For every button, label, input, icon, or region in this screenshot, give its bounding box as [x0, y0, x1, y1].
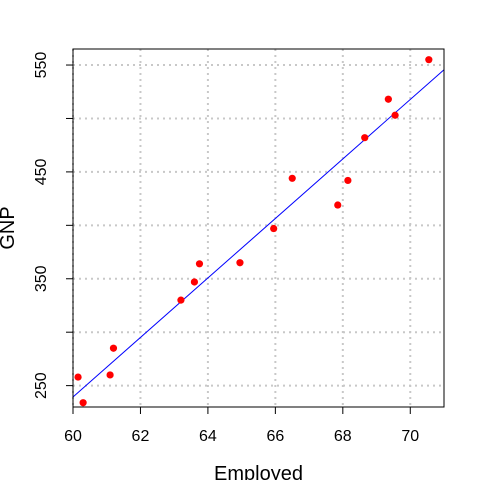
- x-axis-title: Employed: [214, 463, 303, 480]
- data-point: [236, 259, 244, 267]
- y-tick-label: 350: [33, 265, 50, 292]
- data-point: [425, 56, 433, 64]
- data-point: [334, 201, 342, 209]
- x-tick-label: 66: [266, 428, 284, 445]
- x-axis: 60 62 64 66 68 70: [64, 407, 419, 445]
- x-tick-label: 60: [64, 428, 82, 445]
- data-point: [109, 344, 118, 352]
- data-point: [74, 373, 82, 381]
- y-axis-title: GNP: [0, 206, 19, 249]
- data-point: [195, 260, 204, 268]
- regression-line: [72, 69, 445, 398]
- data-point: [190, 278, 199, 286]
- data-point: [344, 176, 352, 185]
- y-tick-label: 450: [33, 158, 50, 185]
- data-point: [361, 134, 369, 142]
- y-tick-label: 550: [33, 52, 50, 79]
- data-point: [288, 174, 296, 182]
- data-point: [79, 399, 87, 407]
- data-point: [270, 224, 278, 233]
- data-points: [74, 56, 433, 407]
- plot-frame: [72, 48, 445, 408]
- x-tick-label: 64: [199, 428, 217, 445]
- data-point: [177, 296, 185, 304]
- y-axis: 250 350 450 550: [33, 52, 73, 399]
- data-point: [384, 95, 392, 103]
- x-tick-label: 68: [334, 428, 352, 445]
- x-tick-label: 62: [132, 428, 150, 445]
- grid: [72, 49, 444, 407]
- y-tick-label: 250: [33, 372, 50, 399]
- data-point: [391, 111, 399, 119]
- data-point: [106, 371, 114, 379]
- x-tick-label: 70: [401, 428, 419, 445]
